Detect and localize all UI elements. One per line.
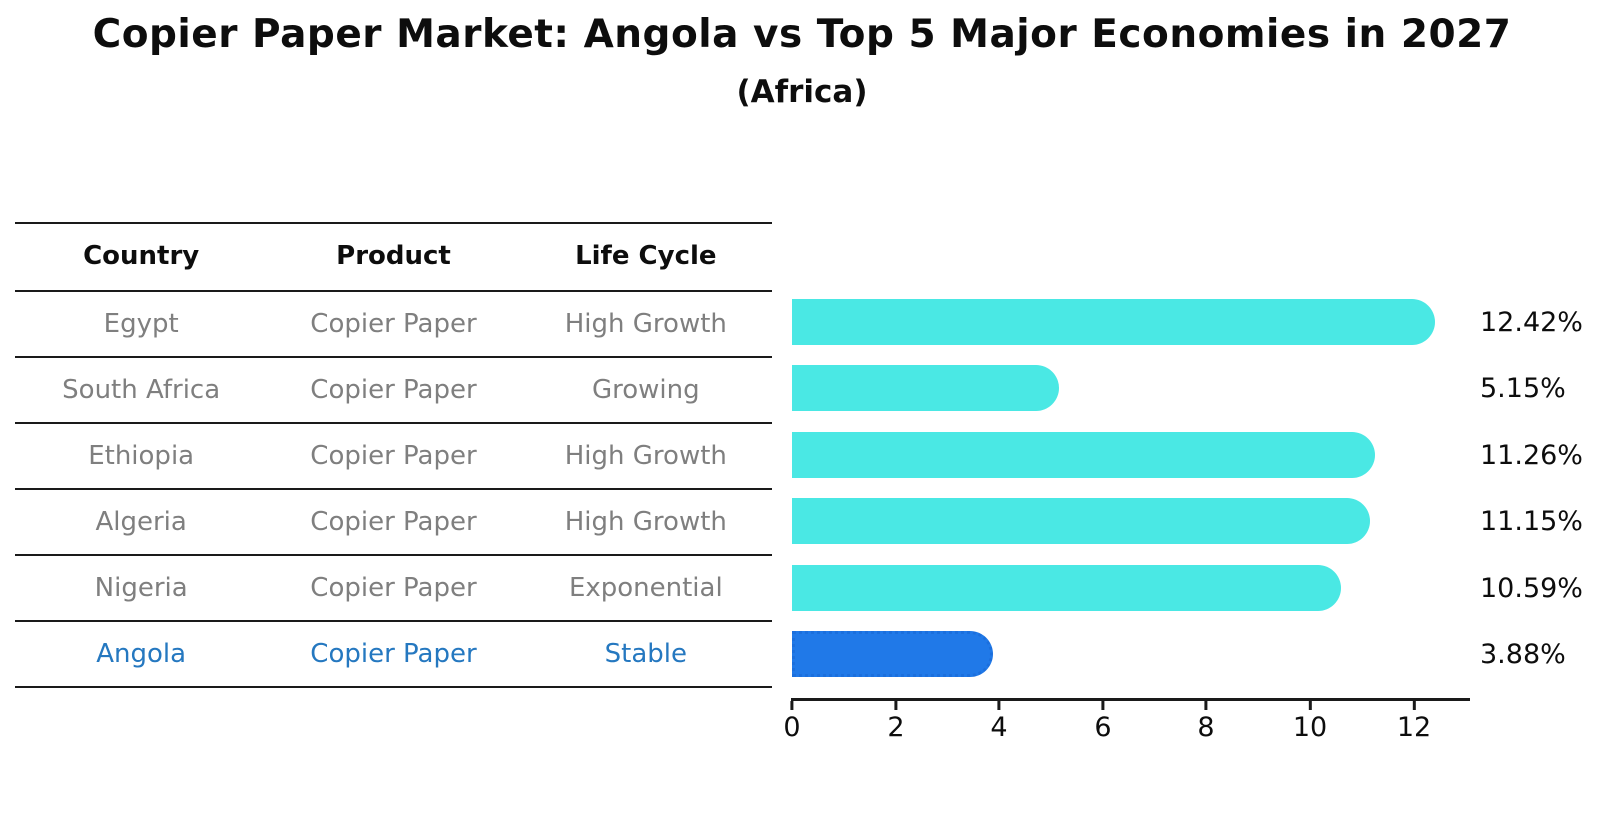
country-cell: Nigeria — [94, 573, 188, 603]
table-row-south-africa: South Africa Copier Paper Growing — [15, 358, 772, 424]
table-row-egypt: Egypt Copier Paper High Growth — [15, 292, 772, 358]
table-row-angola-highlighted: Angola Copier Paper Stable — [15, 622, 772, 688]
product-cell: Copier Paper — [310, 441, 477, 471]
x-axis-tick: 2 — [887, 701, 905, 743]
column-header-country: Country — [83, 241, 200, 271]
bar-algeria — [792, 498, 1370, 544]
tick-mark — [790, 701, 794, 710]
bar-nigeria — [792, 565, 1341, 611]
bar-egypt — [792, 299, 1435, 345]
country-cell: Algeria — [95, 507, 187, 537]
life-cycle-cell: High Growth — [564, 309, 727, 339]
life-cycle-cell: High Growth — [564, 441, 727, 471]
tick-label: 10 — [1292, 712, 1328, 743]
tick-mark — [1101, 701, 1105, 710]
tick-label: 12 — [1396, 712, 1432, 743]
value-label-egypt: 12.42% — [1480, 306, 1583, 338]
tick-mark — [1308, 701, 1312, 710]
tick-mark — [894, 701, 898, 710]
life-cycle-cell: High Growth — [564, 507, 727, 537]
country-cell: Egypt — [103, 309, 179, 339]
product-cell: Copier Paper — [310, 507, 477, 537]
country-cell: Ethiopia — [88, 441, 195, 471]
product-cell: Copier Paper — [310, 375, 477, 405]
tick-label: 0 — [783, 712, 801, 743]
product-cell: Copier Paper — [310, 309, 477, 339]
table-row-nigeria: Nigeria Copier Paper Exponential — [15, 556, 772, 622]
bar-ethiopia — [792, 432, 1375, 478]
tick-mark — [1412, 701, 1416, 710]
tick-label: 6 — [1094, 712, 1112, 743]
x-axis-tick: 0 — [783, 701, 801, 743]
chart-subtitle: (Africa) — [736, 74, 868, 110]
country-cell: Angola — [96, 639, 187, 669]
summary-table: Country Product Life Cycle Egypt Copier … — [15, 222, 772, 688]
life-cycle-cell: Growing — [591, 375, 700, 405]
value-label-nigeria: 10.59% — [1480, 572, 1583, 604]
x-axis-tick: 12 — [1397, 701, 1431, 743]
tick-label: 8 — [1197, 712, 1215, 743]
tick-label: 2 — [887, 712, 905, 743]
column-header-product: Product — [336, 241, 451, 271]
tick-mark — [997, 701, 1001, 710]
x-axis-line — [791, 698, 1470, 701]
x-axis-tick: 10 — [1293, 701, 1327, 743]
value-label-south-africa: 5.15% — [1480, 372, 1566, 404]
product-cell: Copier Paper — [310, 573, 477, 603]
country-cell: South Africa — [62, 375, 221, 405]
life-cycle-cell: Exponential — [568, 573, 723, 603]
column-header-life-cycle: Life Cycle — [575, 241, 717, 271]
chart-title: Copier Paper Market: Angola vs Top 5 Maj… — [92, 12, 1512, 57]
tick-label: 4 — [990, 712, 1008, 743]
table-row-ethiopia: Ethiopia Copier Paper High Growth — [15, 424, 772, 490]
table-header-row: Country Product Life Cycle — [15, 224, 772, 292]
x-axis-tick: 4 — [990, 701, 1008, 743]
life-cycle-cell: Stable — [604, 639, 687, 669]
product-cell: Copier Paper — [310, 639, 477, 669]
bar-south-africa — [792, 365, 1059, 411]
x-axis-tick: 8 — [1197, 701, 1215, 743]
value-label-angola: 3.88% — [1480, 638, 1566, 670]
x-axis-tick: 6 — [1094, 701, 1112, 743]
table-row-algeria: Algeria Copier Paper High Growth — [15, 490, 772, 556]
value-label-algeria: 11.15% — [1480, 505, 1583, 537]
tick-mark — [1204, 701, 1208, 710]
value-label-ethiopia: 11.26% — [1480, 439, 1583, 471]
bar-angola-highlighted — [792, 631, 993, 677]
